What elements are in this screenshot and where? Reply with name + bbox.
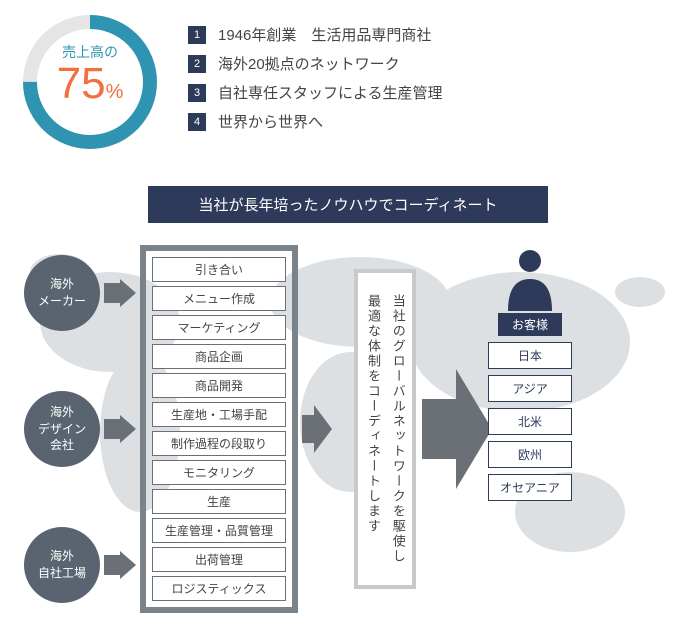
step-item: メニュー作成: [152, 286, 286, 311]
step-item: 商品開発: [152, 373, 286, 398]
source-row: 海外 自社工場: [24, 527, 140, 603]
source-circle: 海外 デザイン 会社: [24, 391, 100, 467]
destination-column: お客様 日本 アジア 北米 欧州 オセアニア: [488, 245, 572, 613]
region-item: 欧州: [488, 441, 572, 468]
bullet-number: 2: [188, 55, 206, 73]
region-item: アジア: [488, 375, 572, 402]
bullet-text: 1946年創業 生活用品専門商社: [218, 24, 431, 45]
step-item: ロジスティックス: [152, 576, 286, 601]
step-item: モニタリング: [152, 460, 286, 485]
vertical-text: 当社のグローバルネットワークを駆使し 最適な体制をコーディネートします: [360, 294, 409, 564]
bullet-text: 世界から世界へ: [218, 111, 323, 132]
arrow-right-icon: [302, 405, 332, 453]
vertical-text-box: 当社のグローバルネットワークを駆使し 最適な体制をコーディネートします: [354, 269, 416, 589]
source-row: 海外 デザイン 会社: [24, 391, 140, 467]
region-item: 日本: [488, 342, 572, 369]
bullet-item: 3 自社専任スタッフによる生産管理: [188, 82, 443, 103]
bullet-number: 4: [188, 113, 206, 131]
steps-box: 引き合い メニュー作成 マーケティング 商品企画 商品開発 生産地・工場手配 制…: [140, 245, 298, 613]
arrow-right-icon: [104, 415, 136, 443]
sales-ring: 売上高の 75%: [20, 12, 160, 152]
ring-percent: 75%: [20, 62, 160, 106]
bullet-item: 2 海外20拠点のネットワーク: [188, 53, 443, 74]
source-label: 海外 デザイン 会社: [38, 404, 86, 454]
region-item: オセアニア: [488, 474, 572, 501]
bullet-text: 海外20拠点のネットワーク: [218, 53, 400, 74]
source-label: 海外 メーカー: [38, 276, 86, 310]
sources-column: 海外 メーカー 海外 デザイン 会社 海外 自社工場: [24, 245, 140, 613]
source-circle: 海外 自社工場: [24, 527, 100, 603]
step-item: 生産: [152, 489, 286, 514]
top-section: 売上高の 75% 1 1946年創業 生活用品専門商社 2 海外20拠点のネットワー…: [0, 0, 696, 176]
source-circle: 海外 メーカー: [24, 255, 100, 331]
arrow-right-icon: [104, 551, 136, 579]
step-item: 引き合い: [152, 257, 286, 282]
source-label: 海外 自社工場: [38, 548, 86, 582]
person-icon: [500, 245, 560, 311]
bullet-list: 1 1946年創業 生活用品専門商社 2 海外20拠点のネットワーク 3 自社専任スタ…: [188, 12, 443, 140]
arrow-right-icon: [104, 279, 136, 307]
region-item: 北米: [488, 408, 572, 435]
step-item: 商品企画: [152, 344, 286, 369]
bullet-item: 1 1946年創業 生活用品専門商社: [188, 24, 443, 45]
ring-value: 75: [57, 59, 106, 108]
bullet-number: 1: [188, 26, 206, 44]
big-arrow-right-icon: [422, 369, 492, 489]
bullet-number: 3: [188, 84, 206, 102]
flow-section: 当社が長年培ったノウハウでコーディネート 海外 メーカー 海外 デザイン 会社 …: [0, 176, 696, 637]
ring-suffix: %: [106, 81, 124, 103]
destination-label: お客様: [498, 313, 562, 336]
step-item: マーケティング: [152, 315, 286, 340]
mid-column: 当社のグローバルネットワークを駆使し 最適な体制をコーディネートします: [298, 245, 488, 613]
source-row: 海外 メーカー: [24, 255, 140, 331]
banner: 当社が長年培ったノウハウでコーディネート: [148, 186, 548, 223]
flow-body: 海外 メーカー 海外 デザイン 会社 海外 自社工場 引き合い メニュー作成 マ…: [12, 245, 684, 613]
bullet-text: 自社専任スタッフによる生産管理: [218, 82, 443, 103]
step-item: 生産地・工場手配: [152, 402, 286, 427]
step-item: 出荷管理: [152, 547, 286, 572]
bullet-item: 4 世界から世界へ: [188, 111, 443, 132]
step-item: 生産管理・品質管理: [152, 518, 286, 543]
step-item: 制作過程の段取り: [152, 431, 286, 456]
